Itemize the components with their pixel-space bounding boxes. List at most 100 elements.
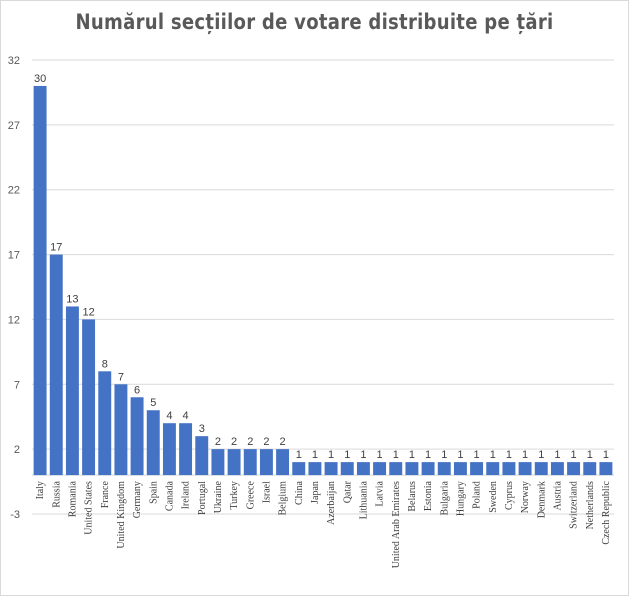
data-label: 1 bbox=[409, 449, 415, 461]
data-label: 4 bbox=[183, 410, 189, 422]
category-label: United States bbox=[84, 481, 95, 535]
data-label: 1 bbox=[425, 449, 431, 461]
data-label: 3 bbox=[199, 423, 205, 435]
category-label: Ireland bbox=[181, 481, 192, 509]
data-label: 1 bbox=[522, 449, 528, 461]
data-label: 17 bbox=[50, 242, 62, 254]
category-label: Poland bbox=[472, 481, 483, 509]
y-tick-label: 17 bbox=[8, 250, 20, 262]
data-label: 2 bbox=[215, 436, 221, 448]
data-label: 1 bbox=[457, 449, 463, 461]
category-label: Russia bbox=[51, 481, 62, 508]
bar bbox=[49, 254, 63, 476]
data-label: 1 bbox=[360, 449, 366, 461]
category-label: Azerbaijan bbox=[326, 481, 337, 525]
category-label: Canada bbox=[164, 481, 175, 512]
bar bbox=[599, 462, 613, 476]
category-label: Qatar bbox=[342, 480, 353, 503]
y-tick-label: 7 bbox=[14, 379, 20, 391]
data-label: 5 bbox=[150, 397, 156, 409]
category-label: Italy bbox=[35, 481, 46, 499]
bar bbox=[470, 462, 484, 476]
bar bbox=[324, 462, 338, 476]
category-label: Netherlands bbox=[585, 481, 596, 529]
bar bbox=[33, 85, 47, 476]
y-tick-label: 12 bbox=[8, 314, 20, 326]
data-label: 1 bbox=[603, 449, 609, 461]
category-label: Belgium bbox=[278, 481, 289, 516]
y-tick-label: 2 bbox=[14, 444, 20, 456]
data-label: 6 bbox=[134, 384, 140, 396]
category-label: United Kingdom bbox=[116, 481, 127, 549]
category-label: France bbox=[100, 481, 111, 509]
y-tick-label: 32 bbox=[8, 55, 20, 67]
data-label: 2 bbox=[231, 436, 237, 448]
data-label: 1 bbox=[328, 449, 334, 461]
bar bbox=[308, 462, 322, 476]
bar bbox=[65, 306, 79, 476]
category-label: Estonia bbox=[423, 481, 434, 512]
data-label: 1 bbox=[474, 449, 480, 461]
bar bbox=[179, 423, 193, 476]
category-label: Lithuania bbox=[358, 481, 369, 520]
y-tick-label: 22 bbox=[8, 185, 20, 197]
bar bbox=[195, 436, 209, 476]
bar bbox=[276, 449, 290, 476]
bar bbox=[356, 462, 370, 476]
bar bbox=[583, 462, 597, 476]
category-label: United Arab Emirates bbox=[391, 481, 402, 568]
bar bbox=[550, 462, 564, 476]
category-label: Spain bbox=[148, 481, 159, 504]
bar bbox=[389, 462, 403, 476]
data-label: 1 bbox=[441, 449, 447, 461]
bar bbox=[82, 319, 96, 476]
data-label: 1 bbox=[377, 449, 383, 461]
bar bbox=[130, 397, 144, 476]
y-tick-label: -3 bbox=[10, 509, 20, 521]
data-label: 2 bbox=[263, 436, 269, 448]
category-label: Ukraine bbox=[213, 481, 224, 514]
data-label: 1 bbox=[506, 449, 512, 461]
data-label: 30 bbox=[34, 73, 46, 85]
bar bbox=[259, 449, 273, 476]
category-label: Switzerland bbox=[569, 481, 580, 529]
category-label: Bulgaria bbox=[439, 481, 450, 516]
bar bbox=[453, 462, 467, 476]
bar bbox=[292, 462, 306, 476]
chart-title: Numărul secțiilor de votare distribuite … bbox=[75, 10, 554, 34]
data-label: 2 bbox=[280, 436, 286, 448]
category-label: Germany bbox=[132, 481, 143, 518]
category-label: Sweden bbox=[488, 481, 499, 513]
bar bbox=[373, 462, 387, 476]
data-label: 1 bbox=[393, 449, 399, 461]
y-tick-label: 27 bbox=[8, 120, 20, 132]
data-label: 12 bbox=[82, 306, 94, 318]
category-label: Japan bbox=[310, 481, 321, 504]
category-label: Czech Republic bbox=[601, 481, 612, 545]
bar bbox=[567, 462, 581, 476]
bar bbox=[98, 371, 112, 476]
category-label: Hungary bbox=[455, 481, 466, 516]
bar bbox=[243, 449, 257, 476]
data-label: 1 bbox=[312, 449, 318, 461]
category-label: Greece bbox=[245, 481, 256, 510]
bar bbox=[162, 423, 176, 476]
data-label: 8 bbox=[102, 358, 108, 370]
category-label: Portugal bbox=[197, 481, 208, 515]
category-label: Denmark bbox=[536, 481, 547, 518]
category-label: Austria bbox=[552, 481, 563, 511]
data-label: 1 bbox=[538, 449, 544, 461]
bar bbox=[502, 462, 516, 476]
bar bbox=[437, 462, 451, 476]
data-label: 1 bbox=[490, 449, 496, 461]
data-label: 2 bbox=[247, 436, 253, 448]
category-label: China bbox=[294, 481, 305, 505]
bar bbox=[534, 462, 548, 476]
bar bbox=[421, 462, 435, 476]
category-label: Belarus bbox=[407, 481, 418, 512]
bar bbox=[486, 462, 500, 476]
data-label: 1 bbox=[554, 449, 560, 461]
category-label: Cyprus bbox=[504, 481, 515, 510]
